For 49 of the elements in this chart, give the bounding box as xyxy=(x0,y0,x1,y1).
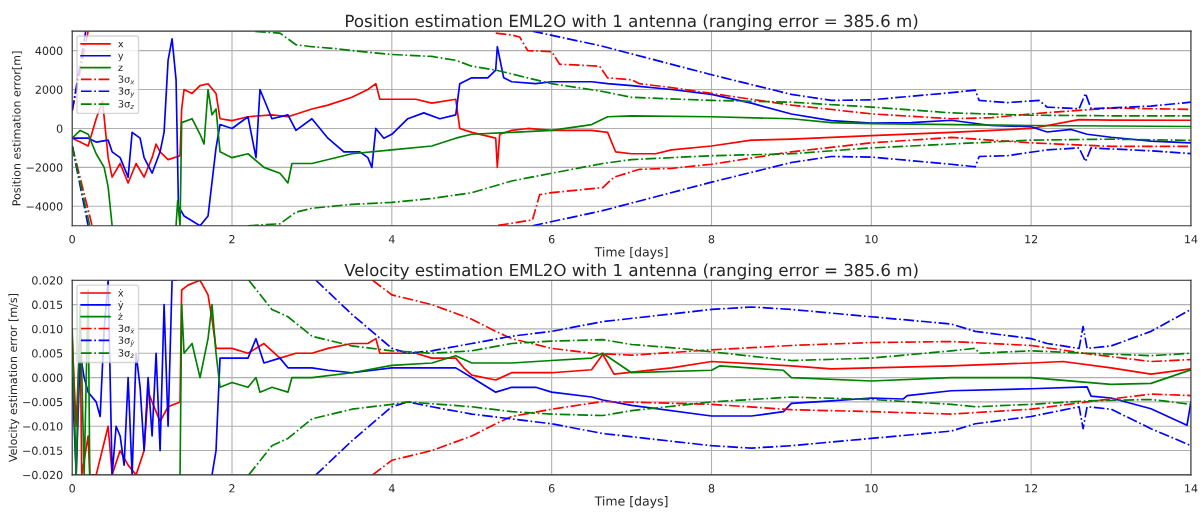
x-tick-label: 14 xyxy=(1185,235,1198,244)
y-tick-label: −0.020 xyxy=(23,470,63,480)
x-tick-label: 0 xyxy=(69,234,75,244)
legend-label: 3σ$_{y}$ xyxy=(118,87,135,98)
x-tick-label: 12 xyxy=(1025,234,1038,244)
x-tick-label: 12 xyxy=(1025,484,1038,493)
y-axis-title: Velocity estimation error [m/s] xyxy=(8,293,20,463)
x-tick-label: 6 xyxy=(548,484,555,493)
legend-label: 3σ$_{z}$ xyxy=(118,100,135,109)
legend-label: z xyxy=(118,65,123,71)
x-tick-label: 0 xyxy=(69,484,75,493)
x-tick-label: 10 xyxy=(865,234,878,244)
y-axis-title: Position estimation error[m] xyxy=(12,51,22,206)
legend-label: ẋ xyxy=(118,289,124,297)
y-tick-label: 0.005 xyxy=(32,349,63,358)
x-tick-label: 4 xyxy=(388,235,395,244)
legend-label: 3σ$_{ẋ}$ xyxy=(118,324,135,334)
x-tick-label: 8 xyxy=(708,234,715,244)
legend-label: y xyxy=(118,53,124,62)
y-tick-label: 0.000 xyxy=(32,373,63,382)
y-tick-label: 2000 xyxy=(35,85,63,94)
legend-label: x xyxy=(118,41,124,48)
legend-label: 3σ$_{x}$ xyxy=(118,75,135,85)
legend-label: ẏ xyxy=(118,300,124,311)
x-tick-label: 14 xyxy=(1185,484,1198,493)
y-tick-label: 0.010 xyxy=(32,324,63,334)
y-tick-label: 0 xyxy=(56,124,63,133)
x-tick-label: 4 xyxy=(388,484,395,493)
x-tick-label: 2 xyxy=(229,234,235,244)
y-tick-label: 0.015 xyxy=(32,300,63,309)
legend-label: 3σ$_{ẏ}$ xyxy=(118,336,135,347)
chart-title: Velocity estimation EML2O with 1 antenna (ranging error = 385.6 m) xyxy=(344,263,918,280)
x-tick-label: 8 xyxy=(708,484,715,493)
x-axis-title: Time [days] xyxy=(594,496,668,509)
y-tick-label: −4000 xyxy=(26,202,63,211)
x-tick-label: 2 xyxy=(229,484,235,493)
x-tick-label: 10 xyxy=(865,484,878,493)
y-tick-label: −0.015 xyxy=(23,446,63,455)
chart-title: Position estimation EML2O with 1 antenna (ranging error = 385.6 m) xyxy=(346,14,918,31)
y-tick-label: −2000 xyxy=(26,163,63,172)
y-tick-label: −0.005 xyxy=(23,397,63,407)
legend-label: 3σ$_{ż}$ xyxy=(118,349,135,359)
legend-label: ż xyxy=(118,312,123,321)
y-tick-label: −0.010 xyxy=(23,422,63,431)
y-tick-label: 4000 xyxy=(35,46,63,55)
y-tick-label: 0.020 xyxy=(32,276,63,285)
x-tick-label: 6 xyxy=(548,234,555,244)
x-axis-title: Time [days] xyxy=(594,246,668,260)
line-series xyxy=(254,31,1191,117)
